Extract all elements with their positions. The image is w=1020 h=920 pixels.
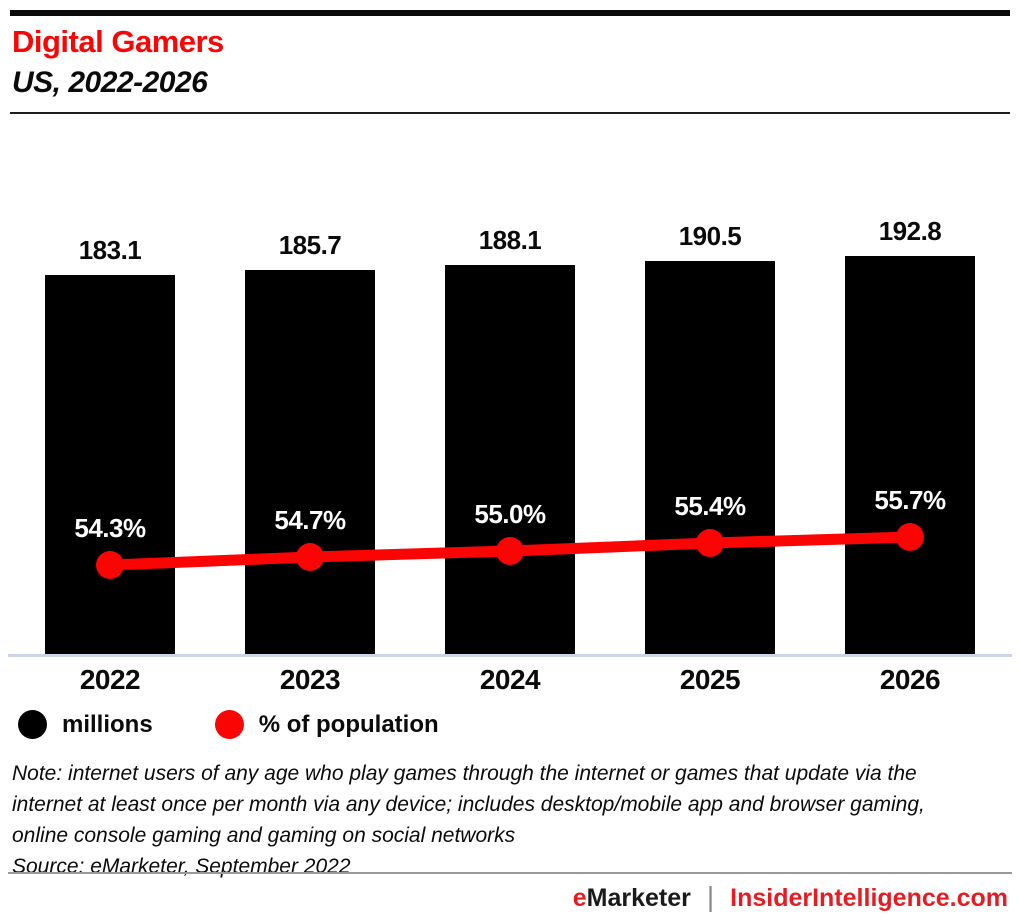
- top-accent-bar: [10, 10, 1010, 16]
- bar-2022: [45, 275, 175, 654]
- chart-legend: millions % of population: [18, 710, 439, 739]
- bar-value-label: 190.5: [678, 220, 742, 251]
- bar-2025: [645, 260, 775, 654]
- footer-site-link[interactable]: InsiderIntelligence.com: [730, 883, 1008, 912]
- legend-item-millions: millions: [18, 710, 153, 739]
- bar-2023: [245, 270, 375, 654]
- bar-2024: [445, 265, 575, 654]
- chart-title: Digital Gamers: [12, 24, 224, 59]
- footer-divider: [8, 872, 1012, 874]
- x-axis-baseline: [8, 654, 1012, 657]
- pct-value-label: 55.7%: [874, 485, 946, 515]
- footer: eMarketer | InsiderIntelligence.com: [573, 881, 1008, 914]
- brand-emarketer: eMarketer: [573, 884, 691, 913]
- chart-subtitle: US, 2022-2026: [12, 66, 208, 99]
- bar-value-label: 183.1: [78, 235, 142, 266]
- pct-value-label: 55.0%: [474, 499, 546, 529]
- pct-value-label: 54.3%: [74, 513, 146, 543]
- bar-2026: [845, 256, 975, 654]
- x-axis-label-2025: 2025: [679, 664, 741, 695]
- millions-dot-icon: [18, 710, 47, 739]
- x-axis-label-2026: 2026: [879, 664, 941, 695]
- pct-population-dot-icon: [214, 710, 244, 739]
- x-axis-label-2024: 2024: [479, 664, 541, 695]
- chart-source: Source: eMarketer, September 2022: [12, 855, 351, 878]
- footer-separator: |: [706, 881, 715, 912]
- chart-note: Note: internet users of any age who play…: [12, 762, 925, 847]
- bar-value-label: 188.1: [478, 225, 542, 256]
- legend-label-millions: millions: [62, 710, 153, 738]
- pct-value-label: 54.7%: [274, 505, 346, 535]
- header-divider: [10, 112, 1010, 114]
- x-axis-label-2023: 2023: [279, 664, 341, 695]
- legend-label-pct-population: % of population: [258, 710, 439, 738]
- pct-value-label: 55.4%: [674, 491, 746, 521]
- brand-rest: Marketer: [586, 883, 691, 912]
- x-axis-label-2022: 2022: [79, 664, 141, 695]
- legend-item-pct-population: % of population: [214, 710, 439, 739]
- brand-first-letter: e: [572, 883, 587, 912]
- bar-value-label: 185.7: [278, 230, 342, 261]
- bar-value-label: 192.8: [878, 216, 942, 246]
